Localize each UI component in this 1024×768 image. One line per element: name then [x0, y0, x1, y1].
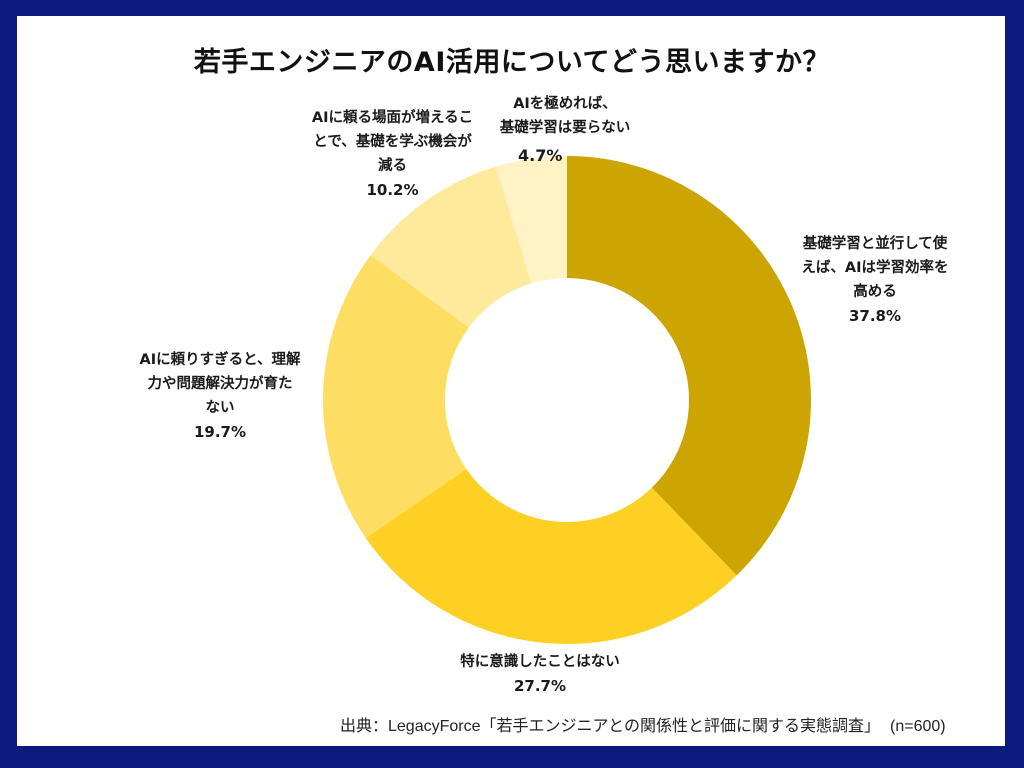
label-line: 基礎学習は要らない	[499, 120, 631, 136]
label-percent: 37.8%	[848, 307, 902, 325]
label-percent: 10.2%	[366, 181, 419, 199]
donut-slice-3	[370, 166, 532, 328]
label-percent: 19.7%	[193, 423, 247, 441]
label-line: AIを極めれば、	[513, 96, 617, 112]
donut-slice-1	[365, 468, 737, 644]
source-text: 出典：LegacyForce「若手エンジニアとの関係性と評価に関する実態調査」	[340, 718, 881, 735]
label-line: えば、AIは学習効率を	[801, 260, 949, 276]
source-note: 出典：LegacyForce「若手エンジニアとの関係性と評価に関する実態調査」 (…	[340, 712, 946, 736]
label-slice-2: AIに頼りすぎると、理解 力や問題解決力が育た ない 19.7%	[100, 348, 340, 444]
donut-slice-4	[496, 156, 567, 284]
label-slice-0: 基礎学習と並行して使 えば、AIは学習効率を 高める 37.8%	[770, 232, 980, 328]
label-line: 減る	[378, 158, 407, 174]
donut-slice-0	[567, 156, 811, 576]
label-line: 力や問題解決力が育た	[147, 376, 293, 392]
label-slice-3: AIに頼る場面が増えるこ とで、基礎を学ぶ機会が 減る 10.2%	[280, 106, 505, 202]
label-line: 高める	[853, 284, 897, 300]
label-line: AIに頼りすぎると、理解	[139, 352, 301, 368]
label-line: 基礎学習と並行して使	[802, 236, 948, 252]
sample-size: (n=600)	[890, 718, 946, 735]
label-percent: 27.7%	[513, 677, 567, 695]
label-line: 特に意識したことはない	[460, 654, 620, 670]
label-slice-1: 特に意識したことはない 27.7%	[400, 650, 680, 698]
label-slice-4: AIを極めれば、 基礎学習は要らない 4.7%	[490, 92, 640, 168]
chart-title: 若手エンジニアのAI活用についてどう思いますか？	[193, 47, 831, 78]
label-line: ない	[205, 400, 235, 416]
label-line: とで、基礎を学ぶ機会が	[313, 134, 472, 150]
label-line: AIに頼る場面が増えるこ	[311, 110, 474, 126]
donut-slice-2	[322, 255, 469, 538]
label-percent: 4.7%	[518, 146, 563, 165]
